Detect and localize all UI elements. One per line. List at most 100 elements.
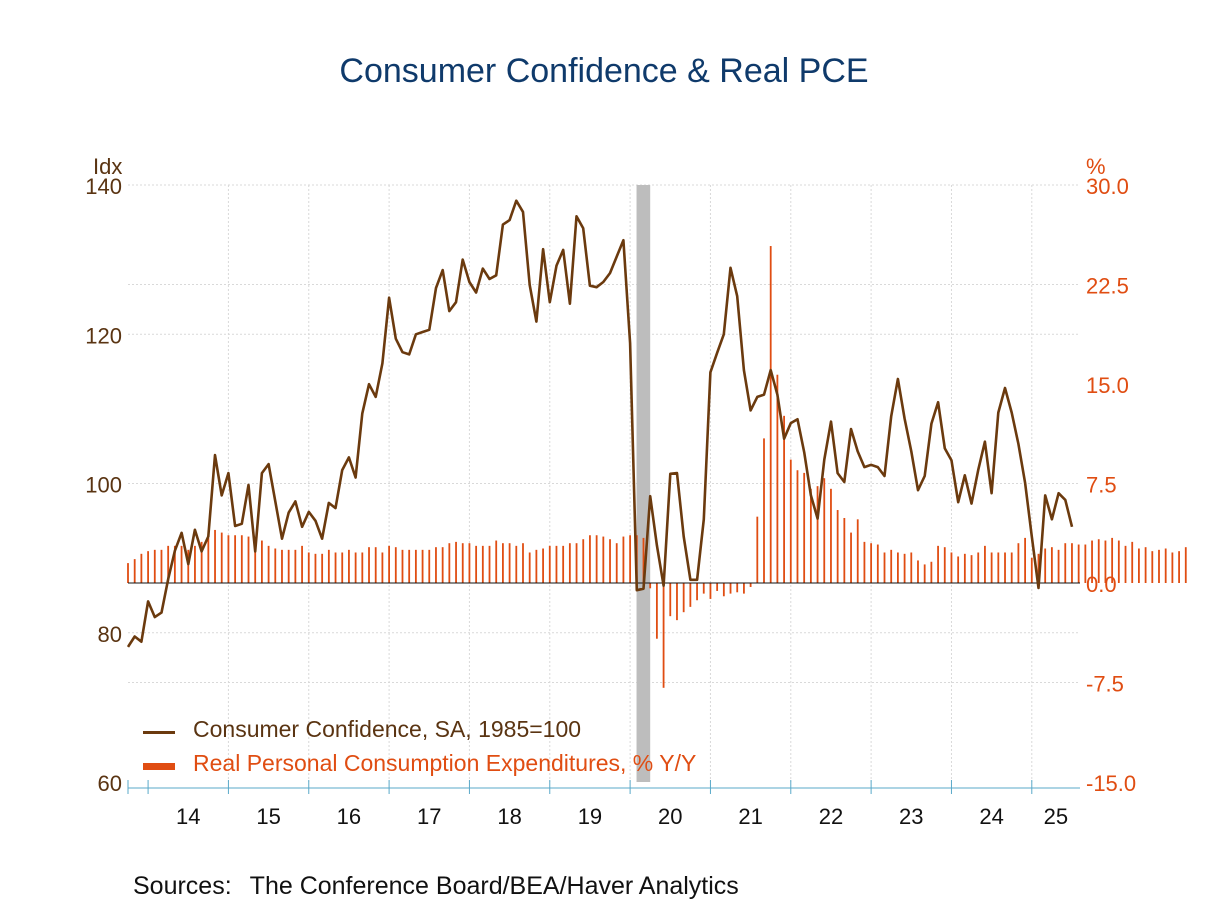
- pce-bar: [850, 532, 852, 583]
- pce-bar: [455, 541, 457, 583]
- pce-bar: [856, 519, 859, 583]
- pce-bar: [676, 583, 678, 621]
- x-tick-label: 16: [337, 804, 361, 829]
- pce-bar: [836, 510, 839, 583]
- pce-bar: [548, 545, 551, 583]
- pce-bar: [153, 549, 156, 583]
- pce-bar: [977, 552, 980, 583]
- pce-bars: [127, 246, 1187, 688]
- pce-bar: [830, 488, 832, 583]
- x-tick-label: 24: [979, 804, 1003, 829]
- left-tick-label: 80: [98, 622, 122, 647]
- pce-bar: [1057, 549, 1060, 583]
- x-tick-label: 20: [658, 804, 682, 829]
- pce-bar: [173, 545, 176, 583]
- pce-bar: [682, 583, 685, 613]
- pce-bar: [1017, 543, 1020, 583]
- pce-bar: [435, 547, 437, 583]
- pce-bar: [334, 552, 337, 583]
- confidence-line: [126, 199, 1074, 648]
- pce-bar: [769, 246, 772, 583]
- pce-bar: [863, 541, 866, 583]
- pce-bar: [910, 552, 913, 583]
- pce-bar: [896, 552, 899, 583]
- pce-bar: [756, 516, 759, 583]
- pce-bar: [622, 536, 625, 583]
- pce-bar: [823, 478, 826, 583]
- right-tick-label: 15.0: [1086, 373, 1129, 398]
- pce-bar: [167, 545, 170, 583]
- recession-band: [636, 185, 651, 782]
- pce-bar: [200, 541, 203, 583]
- pce-bar: [448, 543, 451, 583]
- pce-bar: [247, 536, 250, 583]
- pce-bar: [1158, 549, 1160, 583]
- pce-bar: [1131, 541, 1134, 583]
- pce-bar: [267, 545, 270, 583]
- pce-bar: [1164, 548, 1167, 583]
- pce-bar: [629, 535, 632, 583]
- pce-bar: [749, 583, 752, 587]
- pce-bar: [615, 543, 618, 583]
- pce-bar: [1138, 548, 1140, 583]
- pce-bar: [575, 543, 578, 583]
- sources-label: Sources:: [133, 872, 232, 900]
- pce-bar: [234, 535, 237, 583]
- x-tick-label: 15: [256, 804, 280, 829]
- pce-bar: [468, 543, 471, 583]
- pce-bar: [1064, 543, 1067, 583]
- pce-bar: [294, 549, 297, 583]
- gridlines: [128, 184, 1080, 782]
- pce-bar: [127, 563, 129, 583]
- pce-bar: [903, 553, 906, 583]
- pce-bar: [361, 552, 364, 583]
- pce-bar: [702, 583, 705, 594]
- pce-bar: [408, 549, 411, 583]
- pce-bar: [254, 543, 257, 583]
- left-tick-label: 140: [85, 174, 122, 199]
- x-tick-label: 22: [819, 804, 843, 829]
- pce-bar: [341, 552, 344, 583]
- pce-bar: [930, 561, 933, 583]
- pce-bar: [481, 545, 484, 583]
- legend-label-pce: Real Personal Consumption Expenditures, …: [193, 750, 697, 776]
- pce-bar: [957, 556, 960, 583]
- pce-bar: [582, 539, 585, 583]
- x-tick-label: 19: [578, 804, 602, 829]
- x-tick-label: 23: [899, 804, 923, 829]
- pce-bar: [160, 549, 163, 583]
- pce-bar: [1124, 545, 1127, 583]
- pce-bar: [354, 552, 357, 583]
- pce-bar: [147, 551, 149, 583]
- pce-bar: [535, 549, 538, 583]
- x-tick-label: 18: [497, 804, 521, 829]
- pce-bar: [381, 552, 384, 583]
- x-tick-label: 21: [738, 804, 762, 829]
- left-axis-unit: Idx: [93, 154, 122, 179]
- legend-line-swatch: [143, 731, 175, 734]
- pce-bar: [589, 535, 591, 583]
- pce-bar: [508, 543, 511, 583]
- pce-bar: [180, 545, 183, 583]
- pce-bar: [709, 583, 712, 599]
- pce-bar: [321, 553, 324, 583]
- axes: 140 120 100 80 60 30.0 22.5 15.0 7.5 0.0 -7.5 -15.0…: [85, 154, 1136, 829]
- pce-bar: [1071, 543, 1073, 583]
- pce-bar: [763, 438, 765, 583]
- left-tick-label: 120: [85, 323, 122, 348]
- right-tick-label: 22.5: [1086, 274, 1129, 299]
- pce-bar: [388, 545, 390, 583]
- pce-bar: [281, 549, 283, 583]
- legend-label-confidence: Consumer Confidence, SA, 1985=100: [193, 716, 582, 742]
- pce-bar: [401, 549, 404, 583]
- x-tick-label: 14: [176, 804, 200, 829]
- pce-bar: [743, 583, 745, 594]
- pce-bar: [421, 549, 424, 583]
- pce-bar: [937, 545, 939, 583]
- pce-bar: [260, 540, 263, 583]
- recession-shade: [636, 185, 651, 782]
- sources-note: Sources: The Conference Board/BEA/Haver A…: [133, 872, 739, 901]
- pce-bar: [1030, 557, 1033, 583]
- pce-bar: [1151, 551, 1154, 583]
- pce-bar: [1044, 548, 1047, 583]
